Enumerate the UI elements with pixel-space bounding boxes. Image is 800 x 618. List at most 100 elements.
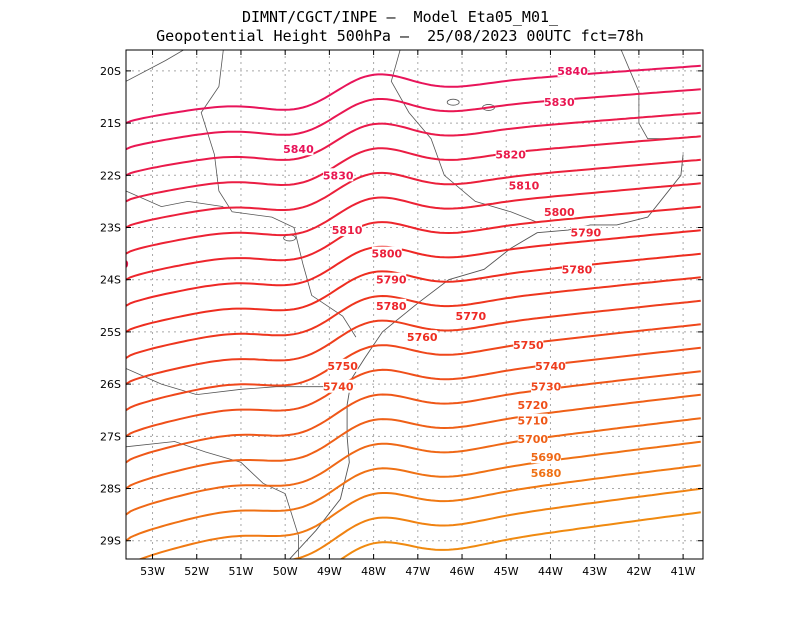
contour-label: 5750 — [327, 360, 358, 373]
contour-label: 5780 — [376, 300, 407, 313]
contour-label-bg — [517, 431, 548, 445]
contour-label: 5780 — [562, 263, 593, 276]
contour-label: 5810 — [509, 180, 540, 193]
lon-tick-label: 52W — [184, 565, 209, 578]
contour-label-bg — [376, 298, 407, 312]
contour-label: 5820 — [495, 148, 526, 161]
height-contour — [126, 205, 701, 281]
lon-tick-label: 47W — [405, 565, 430, 578]
contour-label-bg — [561, 262, 592, 276]
contour-label: 5830 — [544, 96, 575, 109]
lat-tick-label: 28S — [100, 483, 121, 496]
contour-label-bg — [283, 142, 314, 156]
height-contour — [126, 440, 701, 542]
contour-label-bg — [517, 397, 548, 411]
contour-label: 5720 — [517, 399, 548, 412]
height-contour — [126, 111, 701, 177]
contour-label: 5750 — [513, 339, 544, 352]
contour-label-bg — [407, 330, 438, 344]
lat-tick-label: 26S — [100, 378, 121, 391]
lat-tick-label: 23S — [100, 221, 121, 234]
chart-title-line1: DIMNT/CGCT/INPE – Model Eta05_M01_ — [241, 8, 559, 26]
height-contour — [126, 64, 701, 125]
coastline — [289, 154, 684, 559]
lon-tick-label: 42W — [626, 565, 651, 578]
height-contour — [126, 88, 701, 151]
lat-tick-label: 21S — [100, 117, 121, 130]
height-contour — [126, 135, 701, 203]
lon-tick-label: 50W — [273, 565, 298, 578]
coastline-borders — [126, 50, 684, 559]
contour-label-bg — [508, 178, 539, 192]
contour-label: 5810 — [332, 224, 363, 237]
lat-tick-label: 25S — [100, 326, 121, 339]
state-border — [620, 50, 675, 140]
contour-labels: 5840 5840 5830 5830 5820 820 5810 5810 5800 5800 5… — [106, 63, 602, 480]
height-contour — [339, 511, 701, 559]
contour-label-bg — [323, 379, 354, 393]
lat-tick-label: 29S — [100, 535, 121, 548]
height-contour — [126, 323, 701, 412]
contour-label: 5800 — [372, 248, 403, 261]
height-contour — [126, 346, 701, 438]
lon-tick-label: 43W — [582, 565, 607, 578]
contour-label: 5770 — [456, 310, 487, 323]
height-contour — [126, 229, 701, 307]
contour-label-bg — [513, 337, 544, 351]
height-contour — [126, 393, 701, 490]
lon-tick-label: 45W — [494, 565, 519, 578]
state-border — [126, 50, 184, 82]
contour-label: 820 — [106, 258, 129, 271]
contour-label: 5790 — [571, 227, 602, 240]
lon-tick-label: 53W — [140, 565, 165, 578]
contour-label-bg — [376, 272, 407, 286]
lat-tick-label: 22S — [100, 169, 121, 182]
contour-label: 5790 — [376, 274, 407, 287]
lat-tick-label: 27S — [100, 430, 121, 443]
contour-label: 5830 — [323, 169, 354, 182]
height-contour — [126, 370, 701, 464]
height-contour — [126, 158, 701, 229]
height-contour — [137, 464, 701, 559]
state-border — [126, 368, 348, 396]
contour-label-bg — [544, 204, 575, 218]
contour-label-bg — [323, 168, 354, 182]
lon-tick-label: 49W — [317, 565, 342, 578]
height-contours — [126, 64, 701, 559]
height-contour — [126, 182, 701, 255]
contour-label-bg — [570, 225, 601, 239]
contour-label-bg — [531, 465, 562, 479]
contour-label-bg — [517, 413, 548, 427]
lon-tick-label: 46W — [450, 565, 475, 578]
contour-label-bg — [455, 309, 486, 323]
lat-tick-label: 24S — [100, 274, 121, 287]
lon-tick-label: 44W — [538, 565, 563, 578]
contour-label: 5740 — [323, 381, 354, 394]
contour-label-bg — [557, 63, 588, 77]
contour-label: 5760 — [407, 331, 438, 344]
lat-tick-label: 20S — [100, 65, 121, 78]
contour-label-bg — [535, 358, 566, 372]
contour-label-bg — [531, 379, 562, 393]
lon-tick-label: 51W — [229, 565, 254, 578]
lake — [446, 98, 460, 106]
height-contour — [289, 487, 701, 559]
lon-tick-label: 41W — [671, 565, 696, 578]
state-border — [390, 50, 538, 223]
state-border — [126, 190, 224, 208]
contour-label: 5740 — [535, 360, 566, 373]
contour-label: 5680 — [531, 467, 562, 480]
lat-lon-grid — [126, 50, 703, 559]
contour-label-bg — [544, 95, 575, 109]
contour-label-bg — [126, 257, 133, 271]
height-contour — [126, 417, 701, 516]
contour-label: 5800 — [544, 206, 575, 219]
state-border — [126, 441, 299, 559]
contour-label-bg — [371, 246, 402, 260]
contour-label: 5840 — [557, 65, 588, 78]
contour-label-bg — [531, 450, 562, 464]
contour-label-bg — [327, 358, 358, 372]
contour-label: 5840 — [283, 143, 314, 156]
height-contour — [126, 276, 701, 359]
